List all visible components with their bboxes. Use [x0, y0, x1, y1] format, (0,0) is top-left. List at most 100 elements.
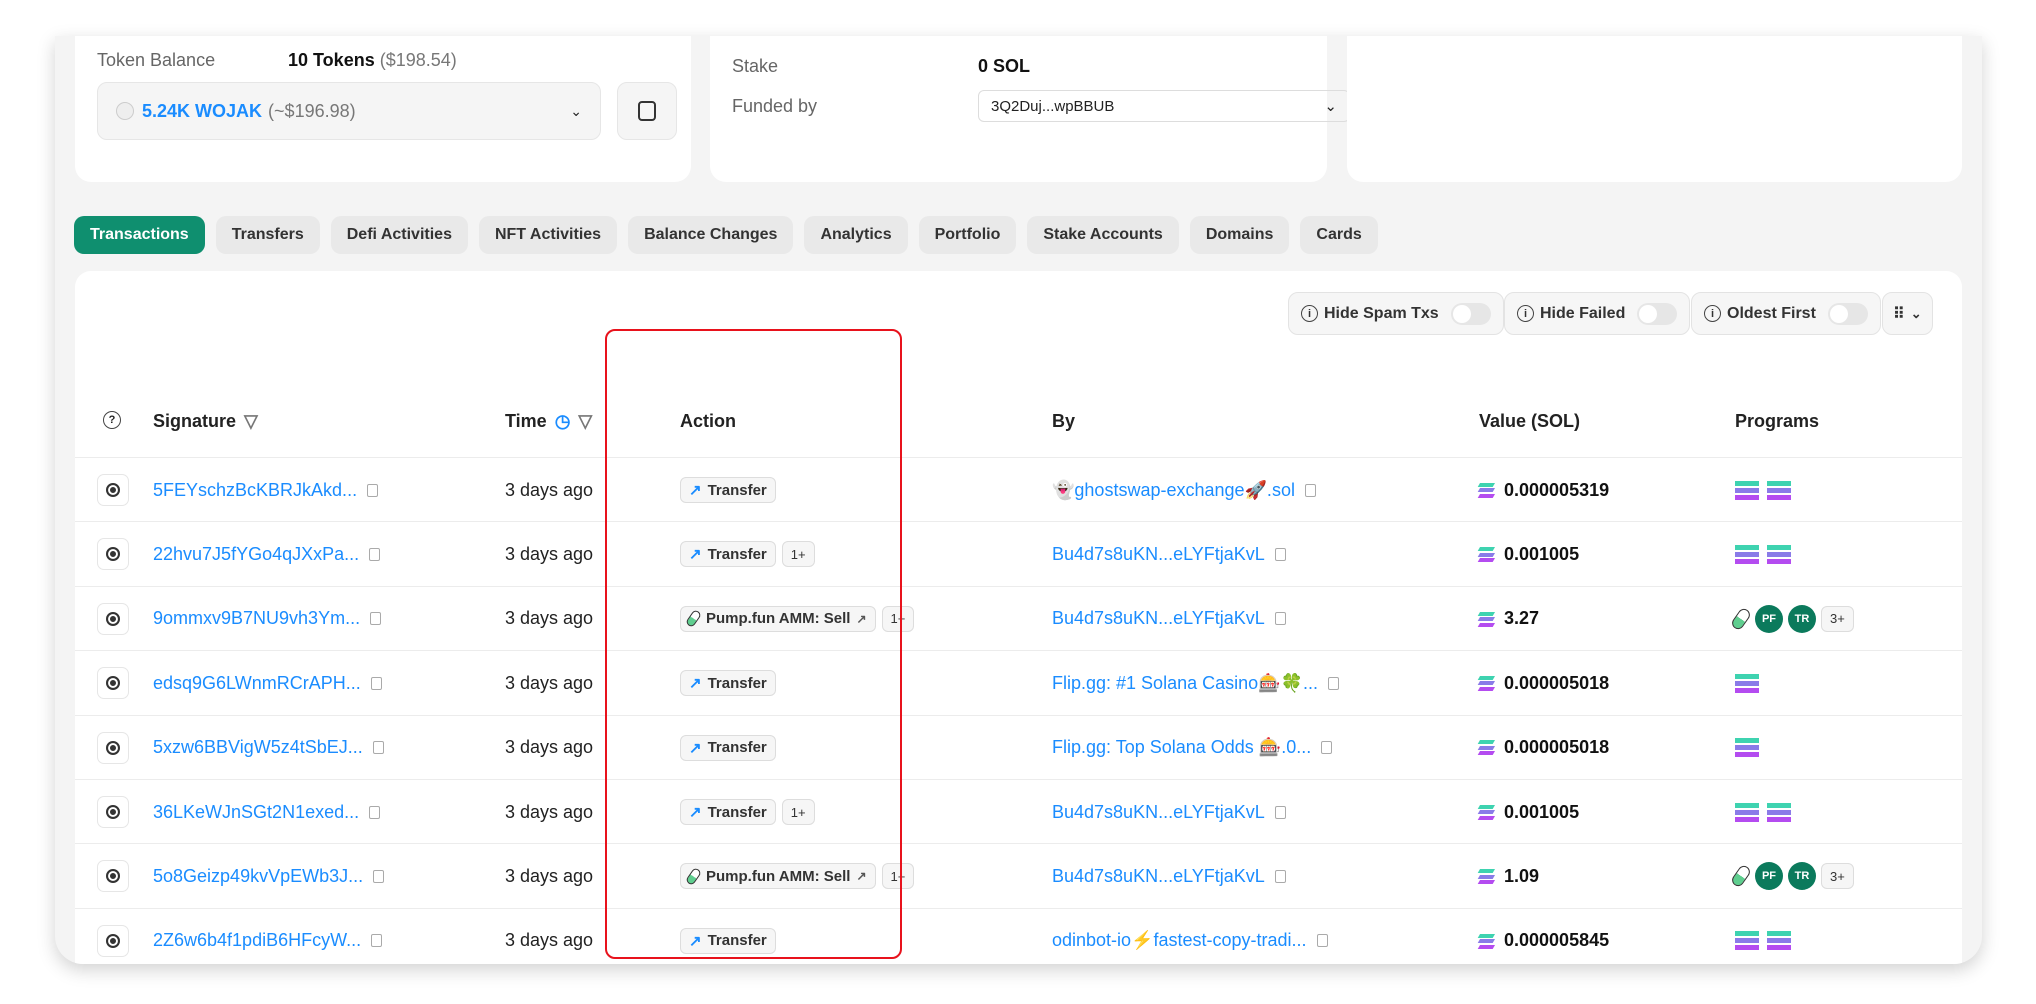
solana-icon[interactable]	[1767, 544, 1791, 564]
by-link[interactable]: Bu4d7s8uKN...eLYFtjaKvL	[1052, 543, 1265, 564]
more-programs-badge[interactable]: 3+	[1821, 605, 1854, 632]
copy-icon[interactable]	[371, 934, 383, 948]
more-programs-badge[interactable]: 3+	[1821, 863, 1854, 890]
signature-link[interactable]: 2Z6w6b4f1pdiB6HFcyW...	[153, 930, 362, 951]
funded-by-select[interactable]: 3Q2Duj...wpBBUB ⌄	[978, 90, 1350, 122]
token-select[interactable]: 5.24K WOJAK (~$196.98) ⌄	[97, 82, 601, 140]
solana-icon[interactable]	[1767, 480, 1791, 500]
tab-portfolio[interactable]: Portfolio	[918, 216, 1017, 254]
action-badge[interactable]: ↗ Transfer	[680, 799, 776, 825]
external-link-icon[interactable]: ↗	[856, 869, 867, 884]
by-link[interactable]: Bu4d7s8uKN...eLYFtjaKvL	[1052, 865, 1265, 886]
column-options-button[interactable]: ⠿ ⌄	[1882, 292, 1933, 335]
solana-icon[interactable]	[1735, 673, 1759, 693]
tab-transactions[interactable]: Transactions	[74, 216, 205, 254]
copy-icon[interactable]	[1274, 547, 1286, 561]
action-badge[interactable]: ↗ Transfer	[680, 670, 776, 697]
solana-icon[interactable]	[1767, 802, 1791, 822]
copy-icon[interactable]	[1327, 676, 1339, 690]
tab-analytics[interactable]: Analytics	[804, 216, 908, 254]
copy-icon[interactable]	[369, 547, 381, 561]
solana-icon	[1477, 482, 1496, 498]
filter-icon[interactable]: ▽	[578, 411, 593, 431]
copy-icon[interactable]	[1274, 805, 1286, 819]
by-link[interactable]: Bu4d7s8uKN...eLYFtjaKvL	[1052, 801, 1265, 822]
signature-link[interactable]: 9ommxv9B7NU9vh3Ym...	[153, 608, 361, 629]
more-actions-badge[interactable]: 1+	[781, 799, 815, 825]
tab-domains[interactable]: Domains	[1189, 216, 1290, 254]
signature-link[interactable]: 22hvu7J5fYGo4qJXxPa...	[153, 543, 360, 564]
copy-icon[interactable]	[370, 676, 382, 690]
tab-defi-activities[interactable]: Defi Activities	[330, 216, 468, 254]
oldest-first-toggle[interactable]: i Oldest First	[1691, 292, 1881, 335]
tab-cards[interactable]: Cards	[1300, 216, 1378, 254]
signature-link[interactable]: 5o8Geizp49kvVpEWb3J...	[153, 865, 364, 886]
toggle-switch[interactable]	[1827, 302, 1868, 325]
more-actions-badge[interactable]: 1+	[781, 541, 815, 568]
copy-icon[interactable]	[367, 483, 379, 497]
solana-icon[interactable]	[1735, 802, 1759, 822]
tab-nft-activities[interactable]: NFT Activities	[478, 216, 618, 254]
pump-fun-icon[interactable]	[1729, 606, 1753, 632]
action-badge[interactable]: ↗ Transfer	[680, 541, 776, 568]
solana-icon[interactable]	[1735, 738, 1759, 758]
signature-link[interactable]: edsq9G6LWnmRCrAPH...	[153, 672, 361, 693]
copy-icon[interactable]	[373, 869, 385, 883]
action-badge[interactable]: ↗ Transfer	[680, 734, 776, 761]
action-badge[interactable]: Pump.fun AMM: Sell ↗	[680, 863, 876, 890]
copy-icon[interactable]	[370, 612, 382, 626]
by-link[interactable]: 👻ghostswap-exchange🚀.sol	[1052, 479, 1295, 500]
copy-icon[interactable]	[369, 805, 381, 819]
more-actions-badge[interactable]: 1+	[881, 605, 915, 632]
solana-icon[interactable]	[1735, 544, 1759, 564]
view-details-button[interactable]	[97, 667, 129, 700]
toggle-switch[interactable]	[1450, 302, 1491, 325]
by-link[interactable]: odinbot-io⚡fastest-copy-tradi...	[1052, 930, 1307, 951]
by-link[interactable]: Bu4d7s8uKN...eLYFtjaKvL	[1052, 608, 1265, 629]
solana-icon[interactable]	[1735, 931, 1759, 951]
action-badge[interactable]: ↗ Transfer	[680, 927, 776, 954]
view-details-button[interactable]	[97, 796, 129, 828]
solana-icon[interactable]	[1767, 931, 1791, 951]
solana-icon[interactable]	[1735, 480, 1759, 500]
copy-icon[interactable]	[1304, 483, 1316, 497]
copy-icon[interactable]	[1316, 934, 1328, 948]
external-link-icon[interactable]: ↗	[856, 611, 867, 626]
copy-icon[interactable]	[1321, 741, 1333, 755]
eye-icon	[106, 740, 120, 755]
tab-stake-accounts[interactable]: Stake Accounts	[1027, 216, 1179, 254]
info-card	[1347, 36, 1962, 182]
copy-icon[interactable]	[1274, 869, 1286, 883]
view-details-button[interactable]	[97, 924, 129, 957]
view-details-button[interactable]	[97, 474, 129, 506]
program-tr-icon[interactable]: TR	[1788, 862, 1816, 891]
hide-failed-toggle[interactable]: i Hide Failed	[1504, 292, 1691, 335]
pump-fun-icon[interactable]	[1729, 863, 1753, 889]
tab-balance-changes[interactable]: Balance Changes	[628, 216, 794, 254]
by-link[interactable]: Flip.gg: Top Solana Odds 🎰.0...	[1052, 737, 1312, 758]
program-pf-icon[interactable]: PF	[1755, 604, 1783, 633]
view-details-button[interactable]	[97, 602, 129, 635]
by-link[interactable]: Flip.gg: #1 Solana Casino🎰🍀...	[1052, 672, 1318, 693]
view-details-button[interactable]	[97, 731, 129, 764]
more-actions-badge[interactable]: 1+	[881, 863, 915, 890]
copy-icon[interactable]	[372, 741, 384, 755]
program-pf-icon[interactable]: PF	[1755, 862, 1783, 891]
program-tr-icon[interactable]: TR	[1788, 604, 1816, 633]
toggle-switch[interactable]	[1637, 302, 1678, 325]
signature-link[interactable]: 36LKeWJnSGt2N1exed...	[153, 801, 360, 822]
filter-icon[interactable]: ▽	[244, 411, 258, 431]
tab-transfers[interactable]: Transfers	[215, 216, 320, 254]
clock-icon[interactable]: ◷	[554, 411, 571, 431]
view-details-button[interactable]	[97, 538, 129, 571]
copy-icon[interactable]	[1274, 612, 1286, 626]
action-label: Transfer	[707, 545, 767, 563]
signature-link[interactable]: 5FEYschzBcKBRJkAkd...	[153, 479, 358, 500]
wallet-button[interactable]	[617, 82, 677, 140]
signature-link[interactable]: 5xzw6BBVigW5z4tSbEJ...	[153, 737, 363, 758]
action-badge[interactable]: Pump.fun AMM: Sell ↗	[680, 605, 876, 632]
hide-spam-toggle[interactable]: i Hide Spam Txs	[1288, 292, 1504, 335]
action-badge[interactable]: ↗ Transfer	[680, 477, 776, 503]
view-details-button[interactable]	[97, 860, 129, 893]
help-icon[interactable]: ?	[103, 411, 121, 429]
